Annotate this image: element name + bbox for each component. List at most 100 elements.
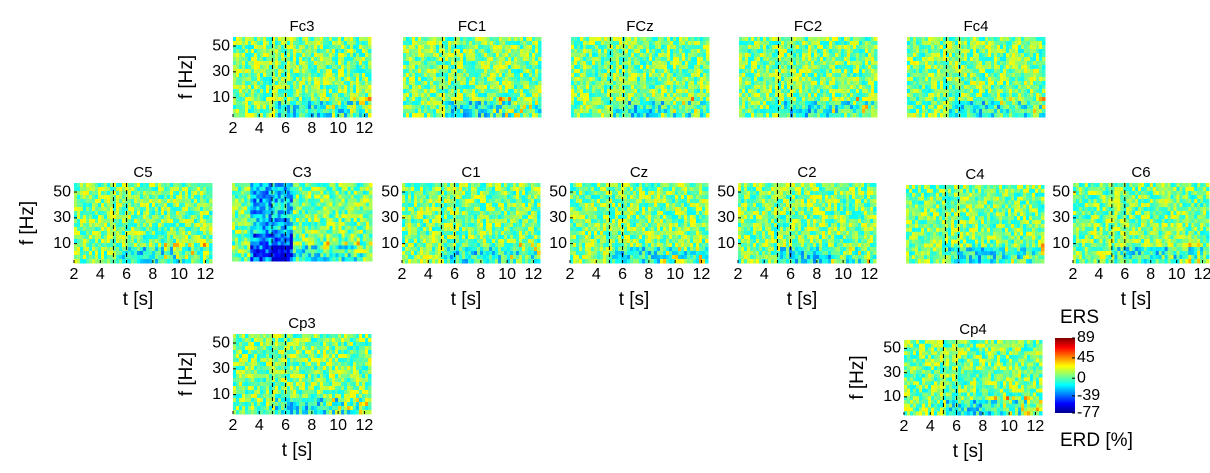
heatmap-cell xyxy=(850,77,854,82)
heatmap-cell xyxy=(490,73,494,78)
heatmap-cell xyxy=(613,45,617,50)
heatmap-cell xyxy=(571,61,575,66)
heatmap-cell xyxy=(703,105,707,110)
heatmap-cell xyxy=(865,53,869,58)
heatmap-cell xyxy=(673,53,677,58)
heatmap-cell xyxy=(409,109,413,114)
heatmap-cell xyxy=(436,109,440,114)
heatmap-cell xyxy=(116,255,120,260)
heatmap-cell xyxy=(496,113,500,118)
heatmap-cell xyxy=(745,61,749,66)
heatmap-cell xyxy=(670,45,674,50)
heatmap-cell xyxy=(409,69,413,74)
heatmap-cell xyxy=(457,41,461,46)
heatmap-cell xyxy=(637,89,641,94)
heatmap-cell xyxy=(496,61,500,66)
heatmap-cell xyxy=(571,97,575,102)
heatmap-cell xyxy=(760,89,764,94)
heatmap-cell xyxy=(430,49,434,54)
heatmap-cell xyxy=(664,81,668,86)
heatmap-cell xyxy=(739,65,743,70)
heatmap-cell xyxy=(841,85,845,90)
heatmap-cell xyxy=(823,89,827,94)
heatmap-cell xyxy=(98,247,102,252)
heatmap-cell xyxy=(350,57,354,62)
heatmap-cell xyxy=(964,93,968,98)
heatmap-cell xyxy=(290,77,294,82)
heatmap-cell xyxy=(625,49,629,54)
heatmap-cell xyxy=(751,113,755,118)
heatmap-cell xyxy=(529,97,533,102)
heatmap-cell xyxy=(739,93,743,98)
heatmap-cell xyxy=(505,89,509,94)
heatmap-cell xyxy=(772,41,776,46)
heatmap-cell xyxy=(748,49,752,54)
heatmap-cell xyxy=(598,57,602,62)
heatmap-cell xyxy=(934,73,938,78)
heatmap-cell xyxy=(850,69,854,74)
heatmap-cell xyxy=(362,105,366,110)
heatmap-cell xyxy=(820,97,824,102)
heatmap-cell xyxy=(418,101,422,106)
heatmap-cell xyxy=(409,93,413,98)
heatmap-cell xyxy=(865,37,869,42)
heatmap-cell xyxy=(275,97,279,102)
heatmap-cell xyxy=(311,101,315,106)
heatmap-cell xyxy=(868,113,872,118)
heatmap-cell xyxy=(1003,105,1007,110)
heatmap-cell xyxy=(808,105,812,110)
heatmap-cell xyxy=(1009,109,1013,114)
heatmap-cell xyxy=(323,93,327,98)
heatmap-cell xyxy=(350,41,354,46)
heatmap-cell xyxy=(784,45,788,50)
heatmap-cell xyxy=(601,69,605,74)
heatmap-cell xyxy=(445,65,449,70)
heatmap-cell xyxy=(853,37,857,42)
heatmap-cell xyxy=(826,37,830,42)
heatmap-cell xyxy=(514,85,518,90)
heatmap-cell xyxy=(514,81,518,86)
heatmap-cell xyxy=(826,85,830,90)
heatmap-cell xyxy=(311,97,315,102)
heatmap-cell xyxy=(742,41,746,46)
heatmap-cell xyxy=(317,105,321,110)
heatmap-cell xyxy=(847,101,851,106)
heatmap-cell xyxy=(1030,61,1034,66)
heatmap-cell xyxy=(739,61,743,66)
heatmap-cell xyxy=(317,93,321,98)
heatmap-cell xyxy=(967,109,971,114)
heatmap-cell xyxy=(421,61,425,66)
heatmap-cell xyxy=(415,113,419,118)
heatmap-cell xyxy=(251,73,255,78)
heatmap-cell xyxy=(308,113,312,118)
heatmap-cell xyxy=(1027,49,1031,54)
heatmap-cell xyxy=(457,93,461,98)
heatmap-cell xyxy=(583,77,587,82)
heatmap-cell xyxy=(302,93,306,98)
heatmap-cell xyxy=(251,81,255,86)
heatmap-cell xyxy=(871,53,875,58)
heatmap-cell xyxy=(988,57,992,62)
heatmap-cell xyxy=(601,57,605,62)
heatmap-cell xyxy=(1018,61,1022,66)
heatmap-cell xyxy=(640,53,644,58)
heatmap-cell xyxy=(308,97,312,102)
heatmap-cell xyxy=(805,105,809,110)
heatmap-cell xyxy=(793,65,797,70)
heatmap-cell xyxy=(502,69,506,74)
heatmap-cell xyxy=(350,101,354,106)
heatmap-cell xyxy=(469,41,473,46)
heatmap-cell xyxy=(472,81,476,86)
heatmap-cell xyxy=(847,65,851,70)
heatmap-cell xyxy=(296,101,300,106)
heatmap-cell xyxy=(673,73,677,78)
heatmap-cell xyxy=(445,37,449,42)
heatmap-cell xyxy=(976,73,980,78)
heatmap-cell xyxy=(817,61,821,66)
heatmap-cell xyxy=(796,93,800,98)
heatmap-cell xyxy=(1012,69,1016,74)
heatmap-cell xyxy=(1012,77,1016,82)
heatmap-cell xyxy=(466,73,470,78)
heatmap-cell xyxy=(814,89,818,94)
heatmap-cell xyxy=(676,49,680,54)
